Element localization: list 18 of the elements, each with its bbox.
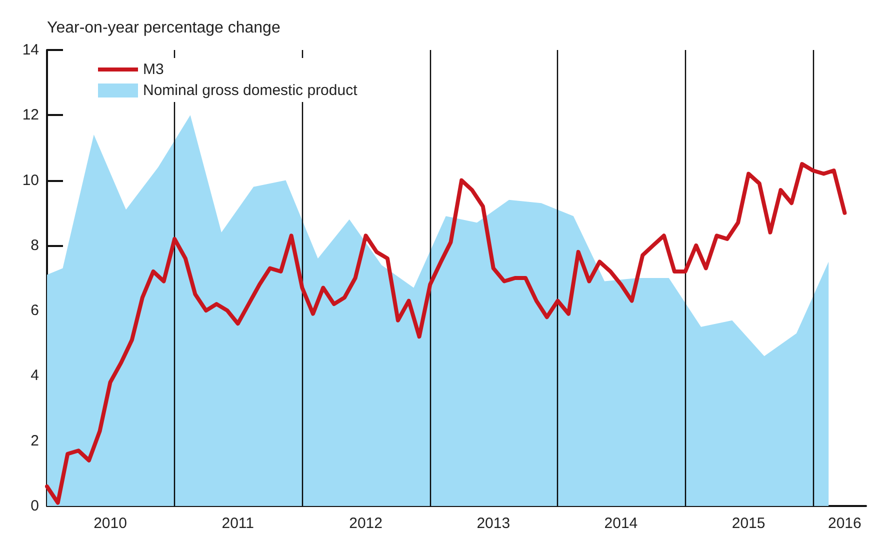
y-tick-label: 12 — [22, 106, 39, 124]
y-tick-label: 2 — [30, 432, 39, 450]
legend-label: Nominal gross domestic product — [143, 82, 358, 99]
x-tick-label: 2016 — [828, 515, 862, 532]
y-tick-label: 6 — [30, 302, 39, 320]
y-tick-label: 0 — [30, 498, 39, 514]
x-tick-label: 2010 — [94, 515, 127, 532]
x-tick-label: 2011 — [222, 515, 254, 532]
x-tick-label: 2014 — [604, 515, 638, 532]
x-tick-label: 2015 — [732, 515, 766, 532]
y-axis-title: Year-on-year percentage change — [47, 20, 280, 36]
x-tick-label: 2013 — [476, 515, 510, 532]
y-tick-label: 14 — [22, 42, 39, 58]
y-tick-label: 10 — [22, 172, 39, 189]
legend-label: M3 — [143, 61, 164, 78]
y-tick-label: 4 — [30, 367, 39, 384]
x-tick-label: 2012 — [349, 515, 382, 532]
y-tick-label: 8 — [30, 236, 39, 254]
